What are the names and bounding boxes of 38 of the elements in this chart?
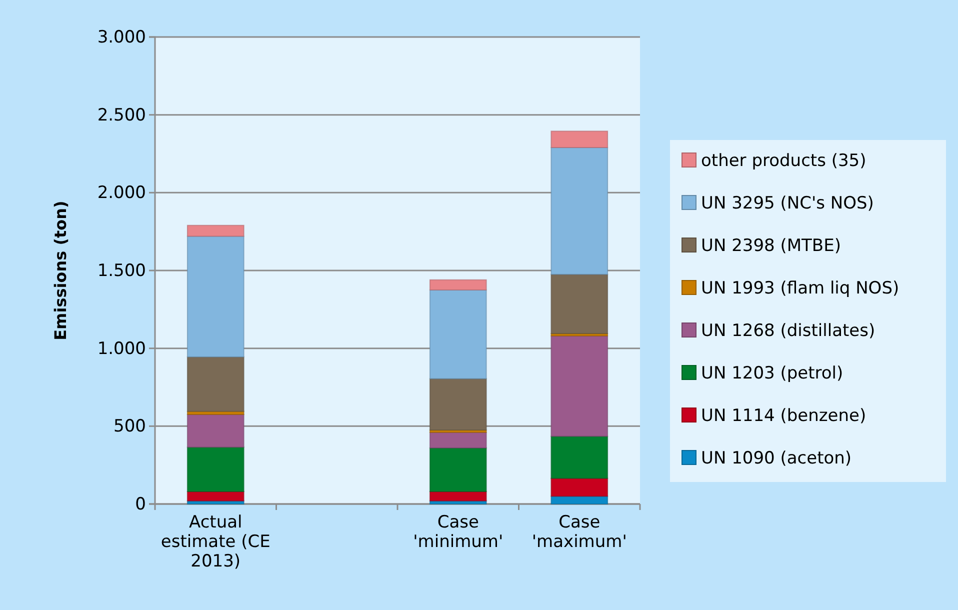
legend-label: UN 3295 (NC's NOS) [701, 194, 874, 214]
y-tick-label: 1.000 [97, 338, 146, 359]
legend-label: UN 1268 (distillates) [701, 321, 876, 341]
bar [186, 236, 244, 358]
y-tick-label: 500 [114, 416, 146, 437]
bar [429, 279, 487, 290]
bar [429, 289, 487, 380]
legend-label: UN 1090 (aceton) [701, 448, 852, 468]
y-tick-label: 2.000 [97, 183, 146, 204]
bar [186, 491, 244, 502]
y-tick-label: 2.500 [97, 105, 146, 126]
y-axis-title: Emissions (ton) [51, 200, 70, 340]
legend-label: other products (35) [701, 151, 866, 171]
x-tick-label: Actual estimate (CE 2013) [160, 512, 270, 572]
bar [550, 436, 608, 479]
bar [550, 147, 608, 275]
bar [186, 446, 244, 492]
bar [550, 496, 608, 504]
legend-label: UN 1993 (flam liq NOS) [701, 278, 900, 298]
x-tick-label: Case 'minimum' [413, 512, 504, 552]
bar [429, 432, 487, 448]
legend-label: UN 2398 (MTBE) [701, 236, 841, 256]
bar [429, 447, 487, 492]
bar [550, 130, 608, 148]
bar [186, 356, 244, 412]
y-tick-label: 3.000 [97, 27, 146, 48]
y-tick-label: 0 [135, 494, 146, 514]
bar [429, 378, 487, 431]
bar [186, 224, 244, 237]
bar [186, 414, 244, 448]
bar [429, 491, 487, 502]
x-tick-label: Case 'maximum' [532, 512, 627, 552]
bar [550, 274, 608, 334]
legend-label: UN 1114 (benzene) [701, 406, 866, 426]
bar [550, 335, 608, 437]
bar [550, 478, 608, 497]
legend-label: UN 1203 (petrol) [701, 364, 844, 384]
y-tick-label: 1.500 [97, 260, 146, 281]
